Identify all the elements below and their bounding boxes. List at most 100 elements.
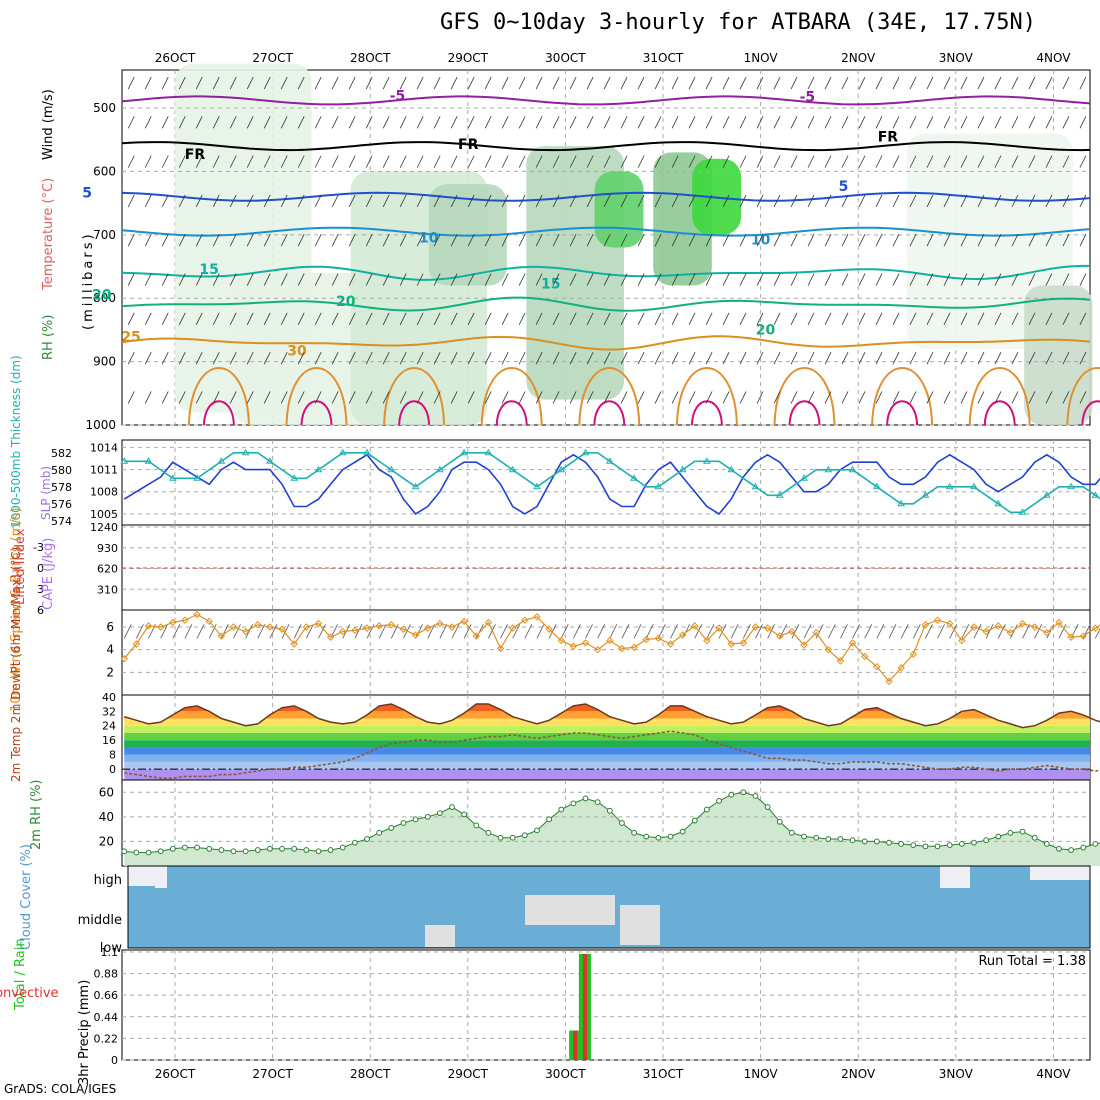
wind-barb — [501, 194, 509, 208]
wind-barb — [399, 116, 407, 129]
wind-barb — [654, 312, 662, 326]
wind-barb — [365, 155, 373, 168]
wind-speed-point — [1091, 624, 1100, 632]
isotherm-line — [383, 367, 446, 426]
rh-point — [570, 800, 577, 807]
wind-barb — [297, 194, 305, 208]
wind-barb — [416, 116, 424, 129]
wind-barb — [178, 116, 186, 129]
rh-point — [449, 804, 455, 810]
wind-barb — [365, 273, 373, 286]
wind-barb — [1045, 312, 1053, 326]
wind-speed-point — [1043, 628, 1051, 637]
wind-barb — [977, 76, 985, 90]
rh-point — [873, 838, 880, 845]
isotherm-line — [121, 191, 1091, 202]
isotherm-line — [121, 264, 1090, 281]
wind-barb — [637, 116, 645, 129]
wind-speed-point — [290, 640, 298, 648]
thickness-marker — [314, 465, 323, 473]
wind-barb — [824, 194, 832, 208]
wind-barb — [136, 624, 144, 639]
wind-barb — [654, 273, 662, 286]
wind-speed-point — [715, 624, 723, 632]
wind-barb — [654, 116, 662, 129]
rh-point — [837, 836, 844, 842]
wind-barb — [280, 155, 288, 168]
wind-speed-point — [156, 623, 165, 631]
wind-barb — [212, 194, 220, 208]
wind-speed-point — [569, 642, 578, 650]
wind-barb — [722, 116, 730, 129]
wind-barb — [416, 194, 424, 208]
rh-point — [291, 845, 298, 852]
isotherm-label: 10 — [419, 230, 439, 246]
wind-barb — [229, 312, 237, 326]
wind-barb — [161, 76, 169, 90]
rh2m-panel: 20 40 60 2m RH (%) — [29, 779, 1100, 867]
wind-speed-point — [982, 627, 990, 636]
wind-barb — [297, 234, 305, 247]
wind-barb — [552, 116, 560, 129]
rh-point — [424, 813, 431, 820]
wind-barb — [552, 391, 560, 404]
x-tick-label-top: 29OCT — [448, 51, 489, 65]
wind-barb — [382, 76, 390, 90]
precip-convective-bar — [582, 953, 587, 1060]
thickness-marker — [120, 457, 129, 464]
thickness-label: 1000-500mb Thickness (dm) — [9, 355, 23, 528]
wind-barb — [348, 234, 356, 247]
rh-point — [558, 806, 565, 813]
wind-barb — [257, 624, 266, 639]
wind-barb — [280, 391, 288, 404]
wind-barb — [314, 391, 322, 404]
wind-barb — [722, 391, 730, 404]
wind-barb — [535, 76, 543, 90]
temp-axis-label: 2m Temp 2m DewPt (6hr Min/Max) (°C) — [9, 547, 23, 782]
wind-barb — [467, 76, 475, 90]
wind-barb — [144, 116, 152, 129]
rh-point — [157, 848, 164, 855]
wind-barb — [144, 194, 152, 208]
wind-barb — [755, 624, 763, 639]
wind-barb — [730, 624, 739, 639]
wind-barb — [876, 624, 885, 639]
wind-barb — [382, 155, 390, 168]
wind-barb — [694, 624, 703, 639]
x-tick-label-top: 31OCT — [643, 51, 684, 65]
wind-barb — [348, 76, 356, 90]
wind-barb — [160, 624, 169, 639]
wind-speed-point — [460, 617, 468, 626]
rh-point — [133, 849, 140, 856]
isotherm-line — [593, 400, 626, 426]
x-tick-label-top: 2NOV — [841, 51, 876, 65]
wind-barb — [433, 391, 441, 404]
wind-barb — [348, 155, 356, 168]
wind-barb — [552, 351, 560, 365]
wind-barb — [467, 351, 475, 365]
wind-barb — [705, 234, 713, 247]
wind-barb — [178, 155, 186, 168]
wind-speed-point — [436, 619, 444, 628]
wind-barb — [994, 391, 1002, 404]
wind-barb — [127, 194, 135, 208]
wind-barb — [195, 234, 203, 247]
wind-barb — [722, 194, 730, 208]
wind-barb — [314, 116, 322, 129]
wind-barb — [586, 116, 594, 129]
wind-barb — [433, 234, 441, 247]
wind-barb — [1011, 312, 1019, 326]
wind-barb — [433, 155, 441, 168]
precip-tick-label: 0.44 — [94, 1011, 119, 1024]
isotherm-line — [773, 367, 836, 426]
wind-barb — [348, 391, 356, 404]
wind-barb — [909, 194, 917, 208]
wind-barb — [195, 351, 203, 365]
wind-barb — [773, 155, 781, 168]
cape-tick-label: 1240 — [90, 521, 118, 534]
wind-barb — [827, 624, 836, 639]
wind-barb — [960, 194, 968, 208]
wind-barb — [365, 194, 373, 208]
wind-barb — [620, 312, 628, 326]
isotherm-line — [886, 400, 919, 426]
